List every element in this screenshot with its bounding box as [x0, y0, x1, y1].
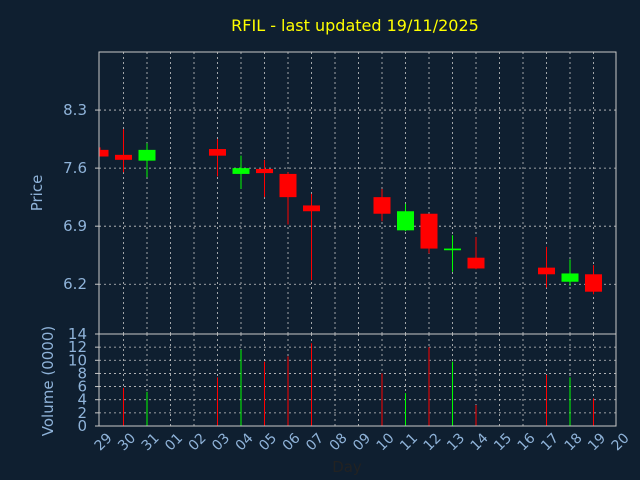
candle-body [256, 168, 273, 174]
candle-body [100, 149, 109, 157]
chart-title: RFIL - last updated 19/11/2025 [231, 16, 479, 35]
volume-tick-label: 2 [77, 404, 87, 422]
price-tick-label: 6.9 [63, 217, 87, 235]
candle-body [397, 211, 414, 231]
volume-tick-label: 14 [68, 325, 87, 343]
volume-tick-label: 10 [68, 351, 87, 369]
candle-body [420, 213, 438, 249]
candle-body [561, 273, 579, 282]
candle-body [232, 168, 250, 174]
candle-body [373, 197, 391, 214]
day-axis-ticks: 29 30 31 01 02 03 04 05 06 07 08 09 10 11 12 13 14 15 16 17… [92, 430, 633, 454]
volume-tick-label: 12 [68, 338, 87, 356]
volume-panel-frame [98, 333, 617, 427]
price-axis-ticks: 8.3 7.6 6.9 6.2 [63, 101, 99, 293]
volume-axis-label: Volume (0000) [39, 326, 57, 436]
price-gridlines [99, 52, 616, 334]
price-tick-label: 7.6 [63, 159, 87, 177]
price-tick-label: 8.3 [63, 101, 87, 119]
volume-tick-label: 0 [77, 417, 87, 435]
candle-body [279, 173, 297, 198]
price-axis-label: Price [28, 175, 46, 212]
volume-tick-label: 4 [77, 391, 87, 409]
day-axis-label: Day [332, 458, 362, 476]
volume-tick-label: 6 [77, 378, 87, 396]
volume-bars [123, 343, 594, 426]
candle-body [444, 248, 461, 251]
price-tick-label: 6.2 [63, 275, 87, 293]
candle-body [538, 267, 555, 275]
candle-body [209, 149, 226, 156]
candle-body [467, 257, 485, 269]
candle-body [303, 205, 320, 212]
price-candles [99, 129, 602, 295]
candle-body [585, 274, 602, 292]
candle-body [138, 149, 156, 161]
volume-tick-label: 8 [77, 364, 87, 382]
candle-body [115, 154, 132, 160]
